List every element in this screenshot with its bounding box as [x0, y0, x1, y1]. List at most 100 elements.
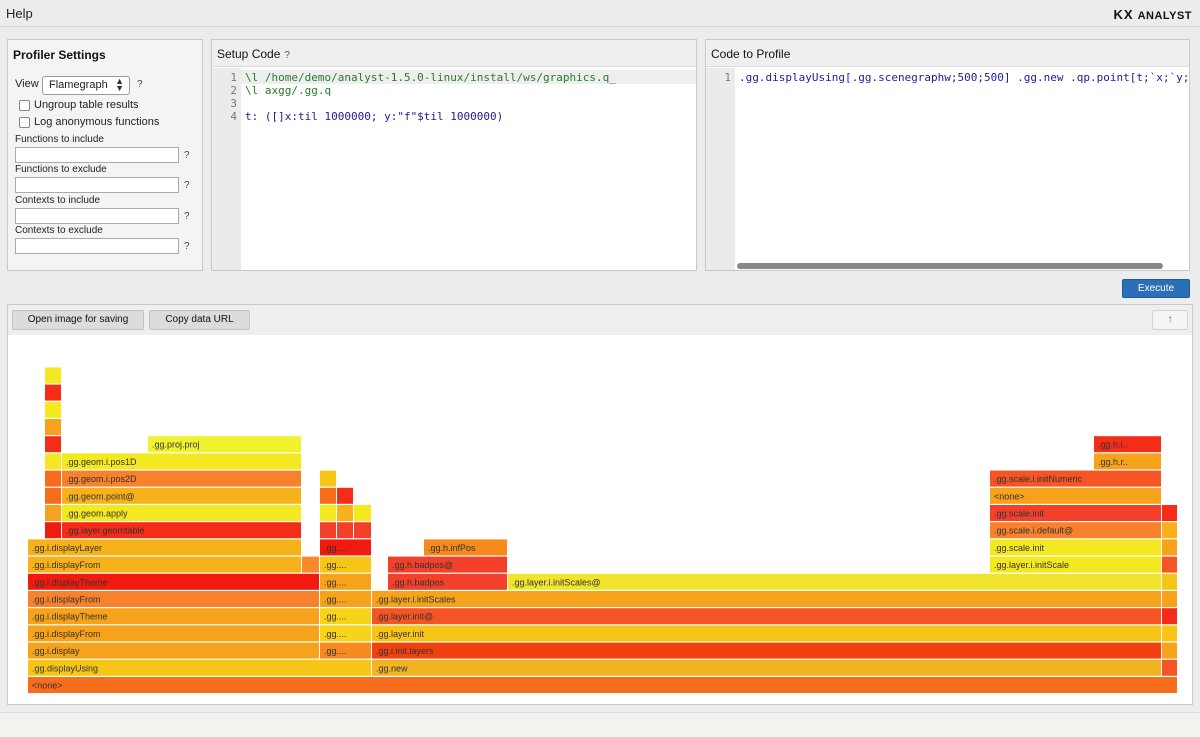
flame-frame[interactable]: .gg.scale.init: [990, 539, 1161, 556]
flame-frame[interactable]: [320, 505, 336, 521]
flame-frame-rect[interactable]: [508, 573, 1161, 590]
flame-frame[interactable]: [1162, 522, 1177, 539]
flame-frame[interactable]: .gg.geom.point@: [62, 487, 301, 504]
flame-frame-rect[interactable]: [148, 436, 301, 453]
flame-frame-rect[interactable]: [320, 556, 371, 573]
flame-frame[interactable]: [320, 522, 336, 539]
flame-frame[interactable]: [1162, 625, 1177, 642]
flame-frame[interactable]: [1162, 642, 1177, 659]
flame-frame-rect[interactable]: [1162, 591, 1177, 607]
flame-frame-rect[interactable]: [62, 453, 301, 470]
flame-frame[interactable]: .gg.layer.i.initScale: [990, 556, 1161, 573]
flame-frame[interactable]: [45, 419, 61, 435]
contexts-include-input[interactable]: [15, 208, 179, 224]
flame-frame-rect[interactable]: [320, 487, 336, 504]
contexts-include-help-icon[interactable]: ?: [184, 211, 190, 222]
flame-frame[interactable]: [45, 522, 61, 539]
flame-frame-rect[interactable]: [320, 505, 336, 521]
flame-frame[interactable]: .gg.h.i..: [1094, 436, 1161, 453]
flame-frame[interactable]: .gg.geom.apply: [62, 505, 301, 521]
flame-frame-rect[interactable]: [45, 436, 61, 453]
flame-frame[interactable]: [45, 384, 61, 401]
setup-code-help-icon[interactable]: ?: [284, 50, 290, 61]
flame-frame-rect[interactable]: [62, 470, 301, 487]
scroll-up-button[interactable]: ↑: [1152, 310, 1188, 330]
flame-frame-rect[interactable]: [320, 470, 336, 487]
flame-frame-rect[interactable]: [45, 487, 61, 504]
flame-frame-rect[interactable]: [320, 625, 371, 642]
flame-frame[interactable]: .gg.i.init.layers: [372, 642, 1161, 659]
flame-frame-rect[interactable]: [320, 539, 371, 556]
flame-frame-rect[interactable]: [45, 384, 61, 401]
flame-frame[interactable]: .gg....: [320, 539, 371, 556]
flame-frame-rect[interactable]: [28, 642, 319, 659]
flame-frame-rect[interactable]: [337, 505, 353, 521]
functions-exclude-help-icon[interactable]: ?: [184, 180, 190, 191]
flame-frame[interactable]: [337, 522, 353, 539]
flame-frame[interactable]: .gg.proj.proj: [148, 436, 301, 453]
flame-frame[interactable]: .gg.i.displayLayer: [28, 539, 301, 556]
flame-frame[interactable]: .gg.i.displayTheme: [28, 608, 319, 625]
flame-frame[interactable]: [1162, 556, 1177, 573]
contexts-exclude-input[interactable]: [15, 238, 179, 254]
flame-frame-rect[interactable]: [990, 522, 1161, 539]
functions-include-help-icon[interactable]: ?: [184, 150, 190, 161]
contexts-exclude-help-icon[interactable]: ?: [184, 241, 190, 252]
flame-frame[interactable]: [45, 453, 61, 470]
flame-frame[interactable]: .gg.i.displayFrom: [28, 625, 319, 642]
flame-frame[interactable]: .gg....: [320, 591, 371, 607]
log-anon-checkbox[interactable]: [19, 117, 30, 128]
flame-frame[interactable]: .gg.scale.init: [990, 505, 1161, 521]
flame-frame-rect[interactable]: [45, 470, 61, 487]
functions-exclude-input[interactable]: [15, 177, 179, 193]
flame-frame-rect[interactable]: [372, 659, 1161, 676]
flame-frame[interactable]: .gg.geom.i.pos2D: [62, 470, 301, 487]
flame-frame-rect[interactable]: [354, 522, 371, 539]
flame-frame[interactable]: <none>: [28, 677, 1177, 693]
flame-frame-rect[interactable]: [424, 539, 507, 556]
flame-frame[interactable]: .gg.h.infPos: [424, 539, 507, 556]
flame-frame-rect[interactable]: [320, 522, 336, 539]
flame-frame[interactable]: [1162, 573, 1177, 590]
flame-frame[interactable]: [302, 556, 319, 573]
flame-frame[interactable]: .gg....: [320, 642, 371, 659]
flame-frame[interactable]: [45, 401, 61, 418]
flame-frame-rect[interactable]: [45, 419, 61, 435]
flame-frame-rect[interactable]: [990, 470, 1161, 487]
flame-frame-rect[interactable]: [1162, 625, 1177, 642]
flame-frame-rect[interactable]: [372, 625, 1161, 642]
flame-frame-rect[interactable]: [28, 677, 1177, 693]
flame-frame[interactable]: .gg.displayUsing: [28, 659, 371, 676]
functions-include-input[interactable]: [15, 147, 179, 163]
flame-frame[interactable]: [1162, 505, 1177, 521]
flame-frame[interactable]: [320, 470, 336, 487]
flame-frame[interactable]: .gg....: [320, 608, 371, 625]
flame-frame[interactable]: [320, 487, 336, 504]
flame-frame-rect[interactable]: [320, 608, 371, 625]
flame-frame-rect[interactable]: [45, 522, 61, 539]
flame-frame[interactable]: [337, 487, 353, 504]
flame-frame-rect[interactable]: [1162, 573, 1177, 590]
flame-frame-rect[interactable]: [990, 505, 1161, 521]
flame-frame[interactable]: .gg.h.r..: [1094, 453, 1161, 470]
flame-frame-rect[interactable]: [28, 659, 371, 676]
flame-frame-rect[interactable]: [354, 505, 371, 521]
flame-frame-rect[interactable]: [62, 522, 301, 539]
flame-frame[interactable]: .gg.h.badpos: [388, 573, 507, 590]
flame-frame[interactable]: .gg.i.displayFrom: [28, 556, 301, 573]
horizontal-scrollbar[interactable]: [737, 263, 1163, 269]
flame-frame-rect[interactable]: [388, 573, 507, 590]
flame-frame-rect[interactable]: [320, 573, 371, 590]
flame-frame-rect[interactable]: [45, 453, 61, 470]
flame-frame[interactable]: [1162, 591, 1177, 607]
flame-frame[interactable]: .gg.layer.i.initScales: [372, 591, 1161, 607]
flame-frame-rect[interactable]: [1162, 539, 1177, 556]
flame-frame[interactable]: [1162, 659, 1177, 676]
flame-frame[interactable]: .gg.new: [372, 659, 1161, 676]
flame-frame-rect[interactable]: [1094, 453, 1161, 470]
flame-frame[interactable]: [45, 505, 61, 521]
open-image-button[interactable]: Open image for saving: [12, 310, 144, 330]
copy-data-url-button[interactable]: Copy data URL: [149, 310, 250, 330]
flame-frame-rect[interactable]: [28, 556, 301, 573]
flame-frame[interactable]: [45, 487, 61, 504]
